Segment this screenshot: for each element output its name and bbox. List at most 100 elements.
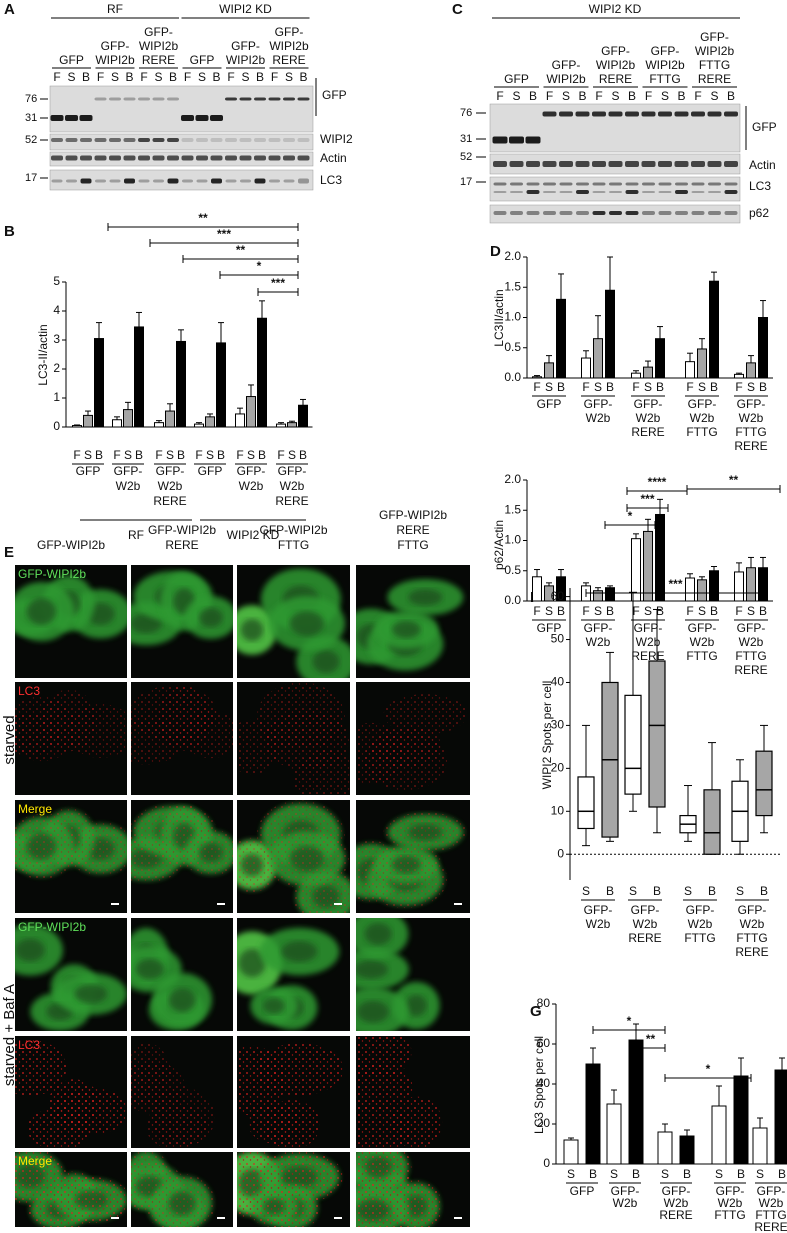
lane-label: S <box>562 89 570 103</box>
micrograph-content <box>15 682 127 795</box>
x-tick-label: W2b <box>586 411 611 425</box>
y-tick-label: 0 <box>543 1156 550 1170</box>
lane-label: B <box>727 89 735 103</box>
x-series-label: S <box>545 604 553 618</box>
blot-band <box>642 211 655 215</box>
x-series-label: F <box>735 604 742 618</box>
micrograph-content <box>131 1036 233 1148</box>
nucleus <box>391 620 421 639</box>
bar <box>605 289 615 379</box>
blot-band <box>641 161 656 167</box>
bar <box>643 366 653 379</box>
bar <box>631 372 641 379</box>
channel-label: Merge <box>18 1154 52 1168</box>
blot-band <box>225 97 237 101</box>
y-axis-label: p62/Actin <box>492 520 506 570</box>
lane-label: B <box>299 70 307 84</box>
bar <box>585 1063 601 1165</box>
blot-band <box>65 155 78 161</box>
blot-band <box>79 115 93 121</box>
blot-band <box>138 97 150 101</box>
puncta <box>15 814 78 880</box>
y-tick-label: 20 <box>551 761 565 775</box>
y-tick-label: 4 <box>53 303 60 317</box>
x-tick-label: W2b <box>688 917 713 931</box>
x-series-label: B <box>710 604 718 618</box>
y-tick-label: 80 <box>537 996 551 1010</box>
blot-band <box>592 111 606 117</box>
x-series-label: F <box>582 380 589 394</box>
blot-band <box>609 182 622 186</box>
x-series-label: B <box>217 448 225 462</box>
blot-band <box>691 161 705 167</box>
micrograph <box>237 565 350 678</box>
blot-band <box>608 161 623 167</box>
blot-band <box>80 138 92 142</box>
bar <box>697 579 707 602</box>
y-tick-label: 0.5 <box>504 340 521 354</box>
x-tick-label: RERE <box>734 439 767 453</box>
blot-band <box>50 115 64 121</box>
group-label: GFP <box>59 53 84 67</box>
bar <box>94 338 104 428</box>
blot-band <box>543 182 556 186</box>
bar <box>544 585 554 602</box>
puncta <box>383 694 468 735</box>
x-tick-label: FTTG <box>686 649 717 663</box>
x-tick-label: GFP- <box>584 903 613 917</box>
x-tick-label: GFP- <box>611 1184 640 1198</box>
y-axis-label: WIPI2 Spots per cell <box>540 681 554 790</box>
group-label: WIPI2b <box>645 58 685 72</box>
mw-marker: 52 <box>25 134 37 146</box>
x-series-label: F <box>686 380 693 394</box>
blot-band <box>283 97 295 101</box>
lane-label: S <box>611 89 619 103</box>
blot-band <box>509 161 524 167</box>
blot-band <box>493 182 507 186</box>
y-tick-label: 0.5 <box>504 563 521 577</box>
x-tick-label: FTTG <box>714 1208 745 1222</box>
bar <box>709 280 719 379</box>
sig-label: *** <box>668 577 682 591</box>
blot-band <box>268 155 281 161</box>
bar <box>123 409 133 428</box>
blot-band <box>138 155 150 161</box>
blot-band <box>575 111 590 117</box>
group-label: WIPI2b <box>95 53 135 67</box>
y-tick-label: 0.0 <box>504 593 521 607</box>
blot-band <box>526 211 540 215</box>
x-series-label: B <box>653 884 661 898</box>
x-tick-label: GFP- <box>114 464 143 478</box>
y-tick-label: 0 <box>557 846 564 860</box>
group-label: RERE <box>272 53 305 67</box>
micrograph <box>15 1152 127 1227</box>
blot-band <box>167 178 179 184</box>
micrograph <box>237 682 350 795</box>
x-series-label: S <box>247 448 255 462</box>
bar <box>112 419 122 428</box>
micrograph-content <box>237 1152 350 1227</box>
x-tick-label: W2b <box>280 479 305 493</box>
micrograph-content <box>131 565 233 678</box>
lane-label: F <box>595 89 602 103</box>
band-label: LC3 <box>749 179 771 193</box>
puncta <box>264 828 349 889</box>
y-tick-label: 40 <box>551 675 565 689</box>
y-tick-label: 1.0 <box>504 310 521 324</box>
bar <box>709 570 719 602</box>
condition-label: WIPI2 KD <box>589 2 642 16</box>
bar <box>655 338 665 379</box>
x-tick-label: FTTG <box>735 649 766 663</box>
blot-band <box>254 155 266 161</box>
band-label: WIPI2 <box>320 132 353 146</box>
puncta <box>149 1173 216 1227</box>
blot-band <box>642 182 655 186</box>
band-label: GFP <box>322 88 347 102</box>
bar <box>734 571 744 602</box>
puncta <box>51 1088 127 1135</box>
y-tick-label: 1 <box>53 390 60 404</box>
x-tick-label: GFP- <box>716 1184 745 1198</box>
blot-band <box>559 161 573 167</box>
puncta <box>181 710 233 759</box>
mw-marker: 76 <box>25 93 37 105</box>
